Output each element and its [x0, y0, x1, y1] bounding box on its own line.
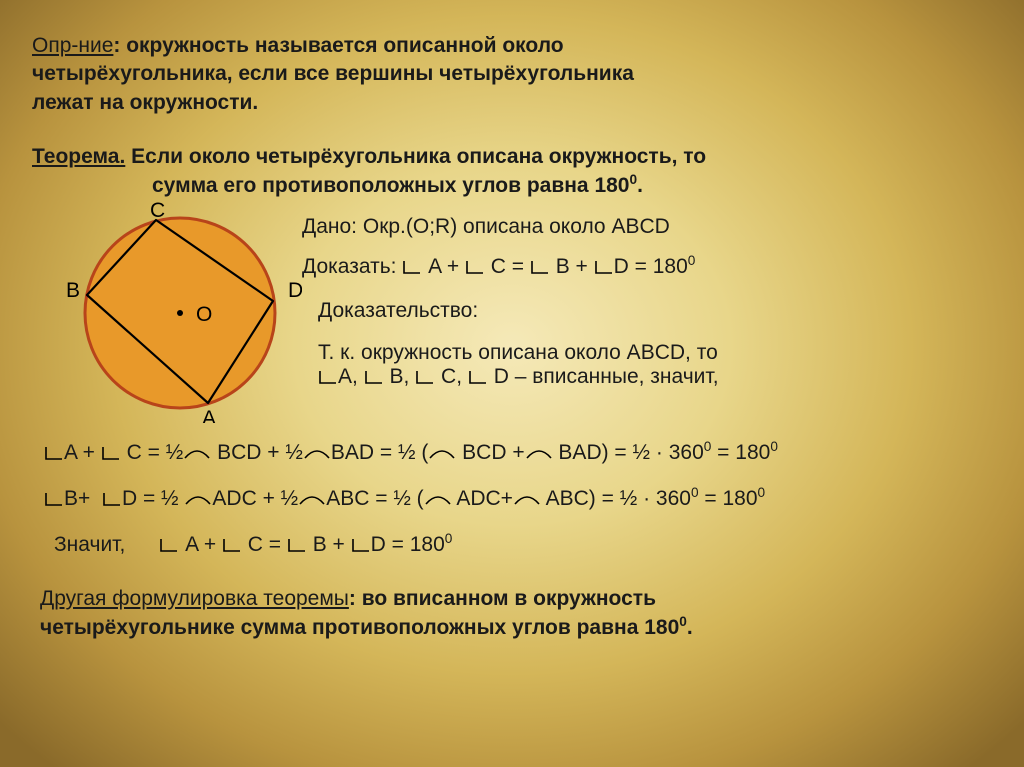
angle-icon — [468, 367, 488, 391]
angle-icon — [318, 367, 338, 391]
svg-text:B: B — [66, 279, 80, 302]
angle-icon — [222, 535, 242, 559]
angle-icon — [44, 489, 64, 513]
svg-text:D: D — [288, 279, 302, 302]
angle-icon — [364, 367, 384, 391]
angle-icon — [594, 257, 614, 281]
theorem-body-1: Если около четырёхугольника описана окру… — [125, 145, 706, 168]
angle-icon — [465, 257, 485, 281]
arc-icon — [303, 442, 331, 466]
angle-icon — [415, 367, 435, 391]
definition-label: Опр-ние — [32, 34, 113, 57]
arc-icon — [424, 488, 452, 512]
svg-text:A: A — [202, 407, 216, 423]
angle-icon — [159, 535, 179, 559]
prove-label: Доказать: — [302, 255, 402, 278]
equation-2: B+ D = ½ ADC + ½ABC = ½ ( ADC+ ABC) = ½ … — [44, 485, 992, 513]
circle-diagram: A B C D O — [32, 193, 302, 423]
arc-icon — [184, 488, 212, 512]
definition-line3: лежат на окружности. — [32, 91, 258, 114]
footnote-block: Другая формулировка теоремы: во вписанно… — [40, 585, 992, 643]
arc-icon — [525, 442, 553, 466]
footnote-body-1: : во вписанном в окружность — [349, 587, 656, 610]
given-label: Дано: — [302, 215, 363, 238]
conclusion-line: Значит, A + C = B + D = 1800 — [54, 531, 992, 559]
arc-icon — [513, 488, 541, 512]
angle-icon — [102, 489, 122, 513]
znacit-label: Значит, — [54, 533, 125, 556]
angle-icon — [351, 535, 371, 559]
theorem-deg: 0 — [629, 172, 637, 187]
prove-line: Доказать: A + C = B + D = 1800 — [302, 253, 992, 281]
definition-block: Опр-ние: окружность называется описанной… — [32, 32, 992, 117]
definition-line2: четырёхугольника, если все вершины четыр… — [32, 62, 634, 85]
footnote-body-2: четырёхугольнике сумма противоположных у… — [40, 616, 679, 639]
definition-line1: : окружность называется описанной около — [113, 34, 563, 57]
given-text: Окр.(O;R) описана около ABCD — [363, 215, 670, 238]
theorem-body-2b: . — [637, 174, 643, 197]
equation-1: A + C = ½ BCD + ½BAD = ½ ( BCD + BAD) = … — [44, 439, 992, 467]
angle-icon — [101, 443, 121, 467]
angle-icon — [287, 535, 307, 559]
svg-text:O: O — [196, 303, 212, 326]
arc-icon — [298, 488, 326, 512]
arc-icon — [183, 442, 211, 466]
arc-icon — [428, 442, 456, 466]
svg-text:C: C — [150, 199, 165, 222]
inscribed-line: Т. к. окружность описана около ABCD, то … — [318, 341, 992, 391]
angle-icon — [530, 257, 550, 281]
angle-icon — [44, 443, 64, 467]
given-line: Дано: Окр.(O;R) описана около ABCD — [302, 215, 992, 239]
proof-label: Доказательство: — [318, 299, 992, 323]
theorem-label: Теорема. — [32, 145, 125, 168]
footnote-deg: 0 — [679, 614, 687, 629]
footnote-label: Другая формулировка теоремы — [40, 587, 349, 610]
angle-icon — [402, 257, 422, 281]
